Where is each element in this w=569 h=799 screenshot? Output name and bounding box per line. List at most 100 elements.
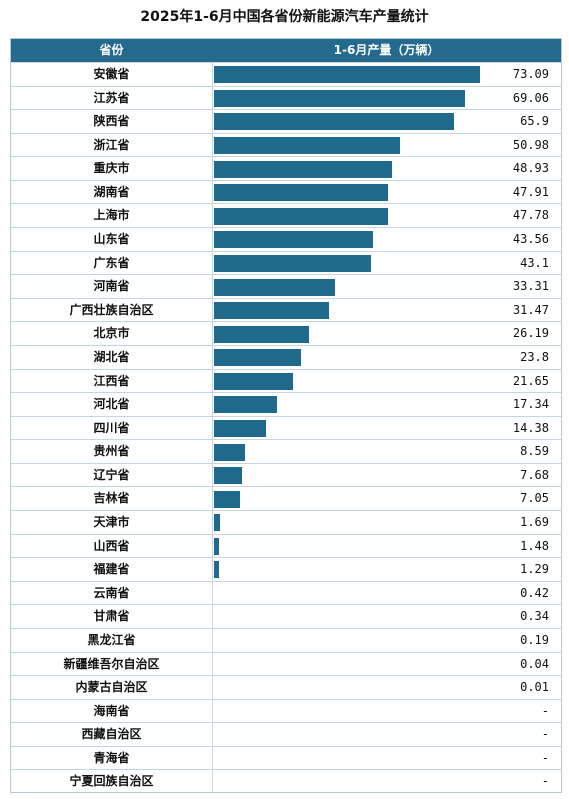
bar (214, 372, 293, 390)
column-divider (212, 463, 213, 487)
table-row: 天津市 1.69 (11, 510, 561, 534)
province-label: 甘肃省 (93, 609, 130, 624)
table-row: 四川省 14.38 (11, 415, 561, 440)
value-label: 43.1 (520, 255, 549, 270)
province-label: 重庆市 (93, 161, 130, 176)
table-row: 新疆维吾尔自治区 0.04 (11, 651, 561, 676)
bar (214, 66, 480, 84)
column-divider (212, 110, 213, 133)
bar (214, 561, 219, 579)
bar (214, 184, 389, 202)
column-divider (212, 723, 213, 746)
province-label: 宁夏回族自治区 (69, 774, 154, 789)
column-divider (212, 699, 213, 723)
column-divider (212, 558, 213, 581)
value-label: 31.47 (512, 302, 549, 317)
bar (214, 443, 246, 461)
column-divider (212, 628, 213, 652)
province-label: 北京市 (93, 326, 130, 341)
table-row: 广东省 43.1 (11, 250, 561, 275)
bar (214, 490, 240, 508)
province-label: 江西省 (93, 373, 130, 388)
value-label: - (541, 750, 549, 765)
province-label: 海南省 (93, 703, 130, 718)
value-label: 0.34 (520, 609, 549, 624)
table-row: 云南省 0.42 (11, 580, 561, 605)
province-label: 贵州省 (93, 444, 130, 459)
bar (214, 89, 466, 107)
column-divider (212, 63, 213, 86)
value-label: 43.56 (512, 232, 549, 247)
table-row: 浙江省 50.98 (11, 132, 561, 157)
column-divider (212, 157, 213, 180)
table-row: 安徽省 73.09 (11, 62, 561, 86)
column-divider (212, 133, 213, 157)
table-body: 安徽省 73.09 江苏省 69.06 陕西省 65.9 浙江省 50.98 重庆市 48.93 湖… (11, 62, 561, 793)
province-label: 江苏省 (93, 90, 130, 105)
table-row: 山东省 43.56 (11, 227, 561, 251)
bar (214, 537, 220, 555)
table-row: 上海市 47.78 (11, 203, 561, 228)
bar (214, 419, 267, 437)
province-label: 山东省 (93, 232, 130, 247)
province-label: 河北省 (93, 397, 130, 412)
column-divider (212, 534, 213, 558)
table-row: 江苏省 69.06 (11, 85, 561, 110)
province-label: 河南省 (93, 279, 130, 294)
header-province: 省份 (99, 43, 124, 57)
province-label: 西藏自治区 (81, 727, 142, 742)
bar (214, 231, 373, 249)
table-row: 黑龙江省 0.19 (11, 627, 561, 652)
value-label: 0.01 (520, 680, 549, 695)
column-divider (212, 345, 213, 369)
province-label: 浙江省 (93, 137, 130, 152)
table-row: 内蒙古自治区 0.01 (11, 675, 561, 699)
table-row: 辽宁省 7.68 (11, 462, 561, 487)
value-label: 21.65 (512, 373, 549, 388)
value-label: 69.06 (512, 90, 549, 105)
column-divider (212, 416, 213, 440)
bar (214, 207, 388, 225)
bar (214, 349, 301, 367)
column-divider (212, 605, 213, 628)
table-row: 山西省 1.48 (11, 533, 561, 558)
table-row: 贵州省 8.59 (11, 439, 561, 463)
table-row: 湖南省 47.91 (11, 179, 561, 204)
table-header: 省份 1-6月产量（万辆） (11, 39, 561, 62)
value-label: 1.69 (520, 515, 549, 530)
value-label: 14.38 (512, 420, 549, 435)
province-label: 湖南省 (93, 184, 130, 199)
province-label: 福建省 (93, 562, 130, 577)
column-divider (212, 581, 213, 605)
table-row: 广西壮族自治区 31.47 (11, 297, 561, 322)
province-label: 山西省 (93, 538, 130, 553)
value-label: - (541, 774, 549, 789)
province-label: 黑龙江省 (87, 632, 136, 647)
bar (214, 514, 221, 532)
province-label: 四川省 (93, 420, 130, 435)
value-label: 17.34 (512, 397, 549, 412)
province-label: 广西壮族自治区 (69, 302, 154, 317)
value-label: 7.68 (520, 467, 549, 482)
value-label: 7.05 (520, 491, 549, 506)
bar (214, 325, 310, 343)
value-label: 26.19 (512, 326, 549, 341)
table-row: 陕西省 65.9 (11, 109, 561, 133)
province-label: 天津市 (93, 515, 130, 530)
value-label: - (541, 703, 549, 718)
column-divider (212, 298, 213, 322)
table-row: 北京市 26.19 (11, 321, 561, 345)
value-label: 47.78 (512, 208, 549, 223)
province-label: 上海市 (93, 208, 130, 223)
value-label: 73.09 (512, 67, 549, 81)
column-divider (212, 251, 213, 275)
value-label: 65.9 (520, 114, 549, 129)
column-divider (212, 487, 213, 511)
column-divider (212, 86, 213, 110)
table-row: 江西省 21.65 (11, 368, 561, 393)
value-label: 1.29 (520, 562, 549, 577)
data-table: 省份 1-6月产量（万辆） 安徽省 73.09 江苏省 69.06 陕西省 65.9 浙江省… (10, 38, 562, 793)
value-label: 33.31 (512, 279, 549, 294)
header-value: 1-6月产量（万辆） (333, 43, 440, 57)
value-label: 50.98 (512, 137, 549, 152)
